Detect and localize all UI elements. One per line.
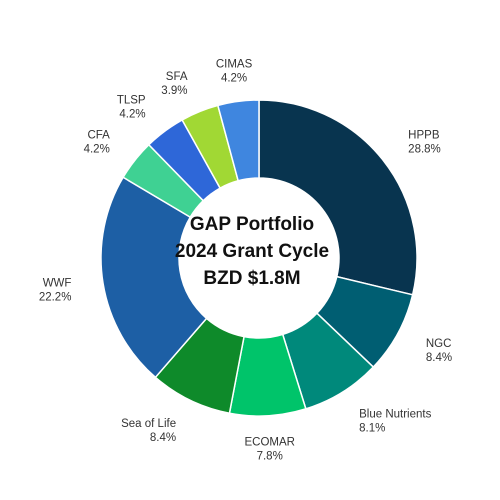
slice-value-label: 4.2% xyxy=(221,73,247,85)
center-title-line-2: 2024 Grant Cycle xyxy=(175,241,329,262)
slice-value-label: 4.2% xyxy=(119,109,145,121)
slice-label-wwf: WWF 22.2% xyxy=(39,277,72,303)
center-title-line-3: BZD $1.8M xyxy=(203,268,300,289)
slice-value-label: 4.2% xyxy=(84,143,110,155)
slice-label-ecomar: ECOMAR 7.8% xyxy=(244,437,294,463)
slice-label-blue-nutrients: Blue Nutrients 8.1% xyxy=(359,408,431,434)
slice-label-hppb: HPPB 28.8% xyxy=(408,129,441,155)
slice-name-label: TLSP xyxy=(117,95,146,107)
slices-layer xyxy=(100,99,418,417)
slice-hppb xyxy=(258,99,418,296)
slice-name-label: WWF xyxy=(43,277,72,289)
slice-name-label: Sea of Life xyxy=(121,418,176,430)
slice-value-label: 22.2% xyxy=(39,291,72,303)
slice-cimas xyxy=(216,99,260,182)
slice-name-label: NGC xyxy=(426,338,452,350)
slice-label-tlsp: TLSP 4.2% xyxy=(117,95,146,121)
slice-label-cfa: CFA 4.2% xyxy=(84,129,111,155)
labels-layer: HPPB 28.8% NGC 8.4% Blue Nutrients 8.1% ECOMAR… xyxy=(39,59,452,463)
slice-wwf xyxy=(100,176,208,379)
slice-name-label: SFA xyxy=(166,71,188,83)
slice-label-sfa: SFA 3.9% xyxy=(161,71,188,97)
slice-value-label: 28.8% xyxy=(408,143,441,155)
slice-label-cimas: CIMAS 4.2% xyxy=(216,59,253,85)
slice-label-sea-of-life: Sea of Life 8.4% xyxy=(121,418,176,444)
slice-value-label: 8.4% xyxy=(426,352,452,364)
slice-value-label: 8.4% xyxy=(150,432,176,444)
slice-name-label: Blue Nutrients xyxy=(359,408,431,420)
slice-name-label: CFA xyxy=(87,129,110,141)
center-label: GAP Portfolio 2024 Grant Cycle BZD $1.8M xyxy=(175,214,329,289)
slice-label-ngc: NGC 8.4% xyxy=(426,338,452,364)
center-title-line-1: GAP Portfolio xyxy=(190,214,314,235)
slice-value-label: 8.1% xyxy=(359,422,385,434)
slice-value-label: 3.9% xyxy=(161,85,187,97)
slice-name-label: HPPB xyxy=(408,129,440,141)
slice-value-label: 7.8% xyxy=(257,451,283,463)
slice-name-label: CIMAS xyxy=(216,59,253,71)
slice-name-label: ECOMAR xyxy=(244,437,294,449)
